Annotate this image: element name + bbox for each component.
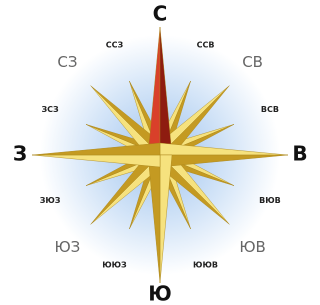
direction-label: ЮЗ [54,238,80,256]
direction-label: СЗ [57,53,77,71]
direction-label: ЮВ [239,238,265,256]
direction-label: В [292,142,307,166]
direction-label: ССВ [197,41,215,50]
compass-rose: С ССВ СВ ВСВ В ВЮВ ЮВ ЮЮВ Ю ЮЮЗ ЮЗ ЗЮЗ З ЗСЗ СЗ ССЗ [0,0,314,305]
direction-label: СВ [242,53,263,71]
direction-label: ССЗ [106,41,124,50]
direction-label: ЗСЗ [41,105,59,114]
direction-label: ВЮВ [259,196,281,205]
direction-label: З [13,142,27,166]
direction-label: Ю [148,282,171,305]
direction-label: ЗЮЗ [40,196,61,205]
direction-label: ВСВ [261,105,279,114]
direction-label: ЮЮЗ [102,260,127,269]
direction-label: ЮЮВ [193,260,218,269]
direction-label: С [153,2,168,26]
